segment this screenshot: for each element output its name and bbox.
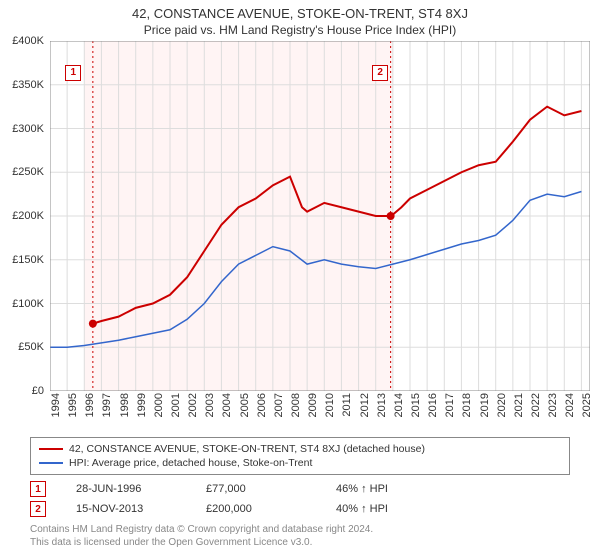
x-tick-label: 1998 — [119, 393, 131, 417]
y-tick-label: £50K — [18, 341, 44, 353]
footer-line2: This data is licensed under the Open Gov… — [30, 536, 570, 549]
y-tick-label: £0 — [32, 385, 44, 397]
chart-plot — [50, 41, 590, 391]
x-tick-label: 2003 — [204, 393, 216, 417]
marker-pct: 46% ↑ HPI — [336, 483, 436, 495]
x-tick-label: 2007 — [273, 393, 285, 417]
footer: Contains HM Land Registry data © Crown c… — [30, 523, 570, 549]
y-tick-label: £200K — [12, 210, 44, 222]
y-tick-label: £350K — [12, 79, 44, 91]
x-tick-label: 2008 — [290, 393, 302, 417]
x-tick-label: 1999 — [136, 393, 148, 417]
legend-swatch — [39, 462, 63, 464]
legend-swatch — [39, 448, 63, 450]
y-tick-label: £150K — [12, 254, 44, 266]
x-tick-label: 2022 — [530, 393, 542, 417]
x-tick-label: 2011 — [341, 393, 353, 417]
x-tick-label: 2002 — [187, 393, 199, 417]
x-tick-label: 1995 — [67, 393, 79, 417]
x-tick-label: 2006 — [256, 393, 268, 417]
chart-marker-label: 2 — [372, 65, 388, 81]
x-tick-label: 2016 — [427, 393, 439, 417]
x-tick-label: 2025 — [581, 393, 593, 417]
y-tick-label: £400K — [12, 35, 44, 47]
x-tick-label: 2013 — [376, 393, 388, 417]
x-tick-label: 2014 — [393, 393, 405, 417]
marker-table-row: 2 15-NOV-2013 £200,000 40% ↑ HPI — [30, 499, 570, 519]
x-tick-label: 2021 — [513, 393, 525, 417]
marker-table: 1 28-JUN-1996 £77,000 46% ↑ HPI 2 15-NOV-2013… — [30, 479, 570, 519]
legend-item: HPI: Average price, detached house, Stok… — [39, 456, 561, 470]
marker-date: 28-JUN-1996 — [76, 483, 176, 495]
x-tick-label: 2018 — [461, 393, 473, 417]
chart-area: £0£50K£100K£150K£200K£250K£300K£350K£400… — [50, 41, 590, 391]
legend-item: 42, CONSTANCE AVENUE, STOKE-ON-TRENT, ST… — [39, 442, 561, 456]
legend-label: HPI: Average price, detached house, Stok… — [69, 457, 312, 469]
x-tick-label: 2000 — [153, 393, 165, 417]
chart-container: 42, CONSTANCE AVENUE, STOKE-ON-TRENT, ST… — [0, 0, 600, 560]
x-tick-label: 1997 — [101, 393, 113, 417]
x-tick-label: 2024 — [564, 393, 576, 417]
x-tick-label: 2005 — [239, 393, 251, 417]
legend-label: 42, CONSTANCE AVENUE, STOKE-ON-TRENT, ST… — [69, 443, 425, 455]
x-tick-label: 1996 — [84, 393, 96, 417]
footer-line1: Contains HM Land Registry data © Crown c… — [30, 523, 570, 536]
y-tick-label: £100K — [12, 298, 44, 310]
x-axis-labels: 1994 1995 1996 1997 1998 1999 2000 2001 2002 2003… — [50, 391, 590, 431]
marker-price: £77,000 — [206, 483, 306, 495]
marker-pct: 40% ↑ HPI — [336, 503, 436, 515]
marker-number-box: 2 — [30, 501, 46, 517]
chart-marker-label: 1 — [65, 65, 81, 81]
marker-date: 15-NOV-2013 — [76, 503, 176, 515]
y-tick-label: £250K — [12, 166, 44, 178]
legend: 42, CONSTANCE AVENUE, STOKE-ON-TRENT, ST… — [30, 437, 570, 475]
x-tick-label: 2004 — [221, 393, 233, 417]
x-tick-label: 2001 — [170, 393, 182, 417]
x-tick-label: 2012 — [359, 393, 371, 417]
x-tick-label: 2017 — [444, 393, 456, 417]
x-tick-label: 2010 — [324, 393, 336, 417]
chart-subtitle: Price paid vs. HM Land Registry's House … — [0, 21, 600, 41]
y-axis-labels: £0£50K£100K£150K£200K£250K£300K£350K£400… — [0, 41, 46, 391]
y-tick-label: £300K — [12, 123, 44, 135]
marker-table-row: 1 28-JUN-1996 £77,000 46% ↑ HPI — [30, 479, 570, 499]
x-tick-label: 1994 — [50, 393, 62, 417]
x-tick-label: 2020 — [496, 393, 508, 417]
chart-title: 42, CONSTANCE AVENUE, STOKE-ON-TRENT, ST… — [0, 0, 600, 21]
marker-price: £200,000 — [206, 503, 306, 515]
x-tick-label: 2019 — [479, 393, 491, 417]
x-tick-label: 2023 — [547, 393, 559, 417]
x-tick-label: 2015 — [410, 393, 422, 417]
marker-number-box: 1 — [30, 481, 46, 497]
x-tick-label: 2009 — [307, 393, 319, 417]
